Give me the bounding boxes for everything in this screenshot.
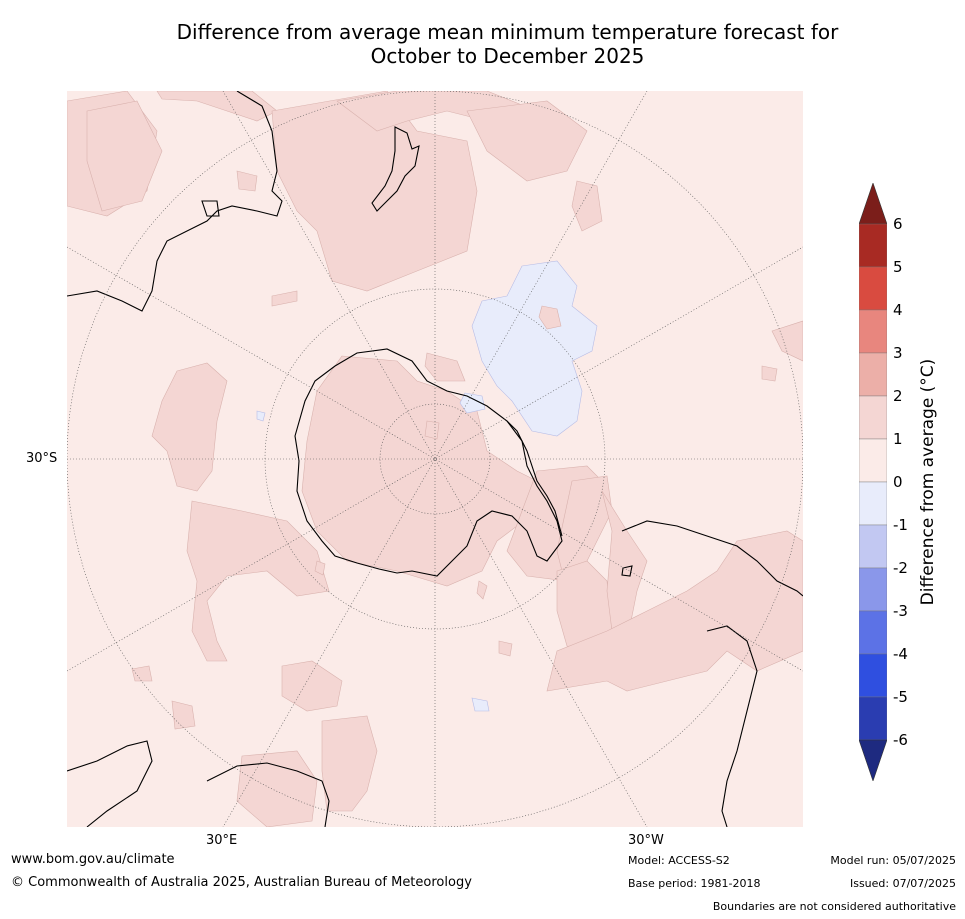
issued-date: Issued: 07/07/2025 [849, 877, 956, 890]
base-period: Base period: 1981-2018 [628, 877, 761, 890]
model-run-date: Model run: 05/07/2025 [830, 854, 956, 867]
copyright-notice: © Commonwealth of Australia 2025, Austra… [11, 875, 472, 890]
colorbar-tick-label: -1 [893, 516, 908, 534]
antarctic-peninsula-coastline [506, 420, 563, 537]
colorbar-graphic [859, 183, 887, 781]
colorbar-extend-min [859, 739, 887, 781]
colorbar-segment [859, 653, 887, 698]
forecast-map [67, 91, 803, 827]
colorbar-tick-label: -2 [893, 559, 908, 577]
lat-label-30s: 30°S [26, 451, 58, 466]
colorbar-tick-label: -4 [893, 645, 908, 663]
map-canvas [67, 91, 803, 827]
colorbar [859, 183, 887, 781]
colorbar-segment [859, 481, 887, 526]
colorbar-tick-label: 0 [893, 473, 903, 491]
map-title: Difference from average mean minimum tem… [0, 20, 965, 68]
australia-coastline [67, 91, 283, 312]
cool-anomaly-areas [256, 260, 598, 712]
colorbar-segment [859, 266, 887, 311]
colorbar-segment [859, 438, 887, 483]
colorbar-tick-label: 3 [893, 344, 903, 362]
title-line-1: Difference from average mean minimum tem… [176, 20, 839, 44]
colorbar-tick-label: 2 [893, 387, 903, 405]
colorbar-segment [859, 395, 887, 440]
colorbar-tick-label: -3 [893, 602, 908, 620]
title-line-2: October to December 2025 [370, 44, 645, 68]
africa-coastline [67, 740, 153, 827]
colorbar-tick-label: 5 [893, 258, 903, 276]
graticule [67, 91, 803, 827]
colorbar-tick-label: -6 [893, 731, 908, 749]
south-america-coastline [621, 520, 803, 827]
warm-anomaly-areas [67, 91, 803, 827]
colorbar-segment [859, 309, 887, 354]
coastlines [67, 91, 803, 827]
colorbar-segment [859, 567, 887, 612]
falklands-coastline [621, 565, 633, 577]
colorbar-segment [859, 524, 887, 569]
colorbar-segment [859, 610, 887, 655]
colorbar-tick-label: 4 [893, 301, 903, 319]
colorbar-segment [859, 696, 887, 741]
lon-label-30w: 30°W [628, 833, 664, 848]
colorbar-segment [859, 223, 887, 268]
antarctica-coastline [294, 348, 563, 577]
warm-anomaly-spot [538, 305, 562, 330]
madagascar-coastline [206, 762, 330, 827]
colorbar-tick-label: -5 [893, 688, 908, 706]
website-link[interactable]: www.bom.gov.au/climate [11, 852, 175, 867]
lon-label-30e: 30°E [206, 833, 238, 848]
new-zealand-coastline [371, 126, 420, 212]
colorbar-segment [859, 352, 887, 397]
tasmania-coastline [201, 200, 220, 217]
model-name: Model: ACCESS-S2 [628, 854, 730, 867]
boundaries-disclaimer: Boundaries are not considered authoritat… [712, 900, 956, 913]
colorbar-tick-label: 1 [893, 430, 903, 448]
colorbar-tick-label: 6 [893, 215, 903, 233]
colorbar-extend-max [859, 183, 887, 225]
